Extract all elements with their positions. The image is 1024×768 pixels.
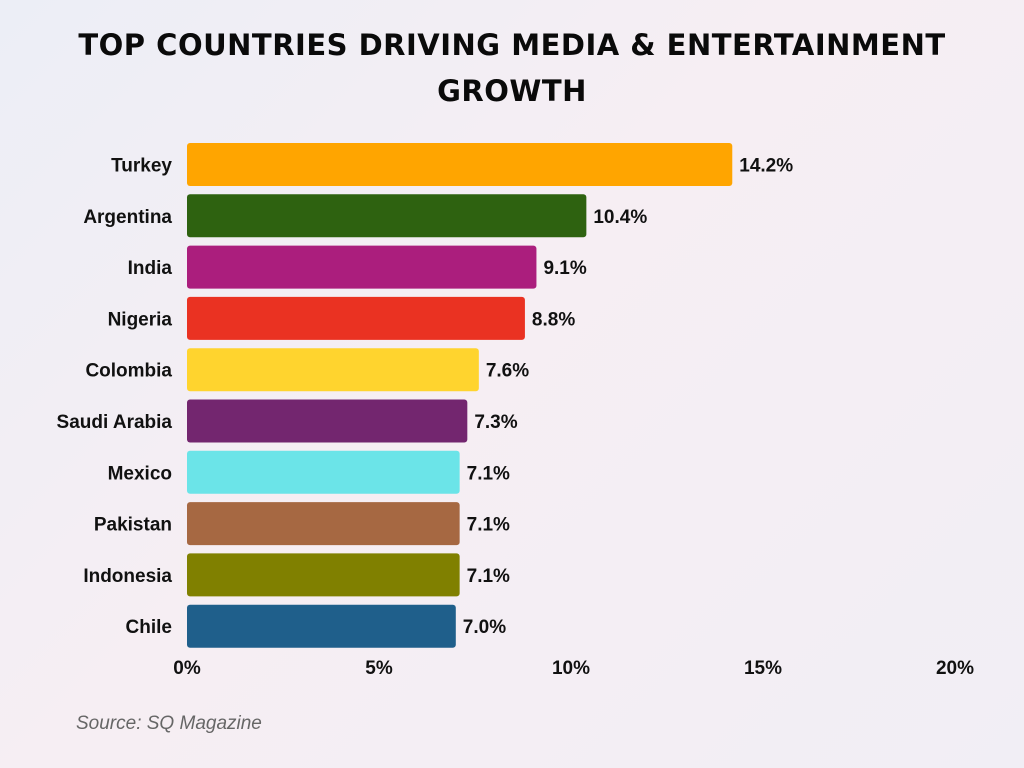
data-label: 7.1%: [467, 515, 510, 536]
data-label: 7.6%: [486, 361, 529, 382]
x-tick-label: 0%: [173, 658, 201, 679]
data-label: 8.8%: [532, 309, 575, 330]
category-label: Chile: [126, 617, 172, 638]
category-label: Indonesia: [83, 566, 172, 587]
category-label: Nigeria: [108, 309, 173, 330]
category-label: Mexico: [108, 463, 172, 484]
source-note: Source: SQ Magazine: [76, 713, 262, 734]
data-label: 9.1%: [543, 258, 586, 279]
bar: [187, 450, 460, 494]
category-label: Colombia: [85, 361, 172, 382]
data-label: 7.1%: [467, 463, 510, 484]
bar: [187, 502, 460, 546]
category-label: India: [128, 258, 173, 279]
data-label: 7.0%: [463, 617, 506, 638]
bar: [187, 399, 468, 443]
chart-title: TOP COUNTRIES DRIVING MEDIA & ENTERTAINM…: [78, 28, 946, 108]
category-label: Pakistan: [94, 515, 172, 536]
bar: [187, 143, 733, 186]
bar: [187, 245, 537, 289]
category-label: Saudi Arabia: [57, 412, 173, 433]
x-tick-label: 15%: [744, 658, 782, 679]
x-tick-label: 10%: [552, 658, 590, 679]
bar: [187, 604, 456, 648]
category-label: Argentina: [83, 207, 172, 228]
x-tick-label: 5%: [365, 658, 393, 679]
bar: [187, 194, 587, 238]
data-label: 7.3%: [474, 412, 517, 433]
bar: [187, 553, 460, 597]
data-label: 7.1%: [467, 566, 510, 587]
category-label: Turkey: [111, 156, 172, 177]
data-label: 14.2%: [739, 156, 793, 177]
bar: [187, 296, 525, 340]
bar: [187, 348, 479, 392]
data-label: 10.4%: [593, 207, 647, 228]
x-tick-label: 20%: [936, 658, 974, 679]
